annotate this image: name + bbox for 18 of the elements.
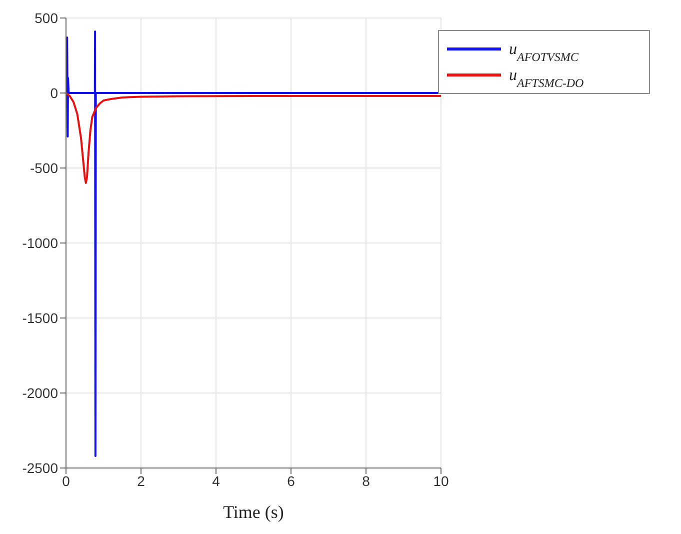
legend-label: u$_{AFTSMC-DO}$: [509, 67, 584, 90]
y-tick-label: -1500: [22, 310, 58, 326]
y-tick-label: 0: [50, 84, 58, 101]
x-tick-label: 8: [362, 472, 370, 489]
y-tick-label: -2000: [22, 384, 58, 401]
x-tick-label: 4: [212, 472, 220, 489]
x-tick-label: 10: [433, 472, 449, 489]
y-tick-label: -500: [30, 160, 58, 176]
y-tick-label: -1000: [22, 234, 58, 251]
line-series: [66, 92, 441, 184]
line-series: [66, 30, 441, 457]
x-axis-title: Time (s): [223, 502, 284, 522]
x-tick-label: 0: [62, 472, 70, 489]
x-tick-label: 2: [137, 472, 146, 489]
legend-label: u$_{AFOTVSMC}$: [509, 41, 580, 64]
y-tick-label: -2500: [22, 460, 58, 476]
y-tick-label: 500: [34, 10, 58, 26]
x-tick-label: 6: [287, 472, 296, 489]
